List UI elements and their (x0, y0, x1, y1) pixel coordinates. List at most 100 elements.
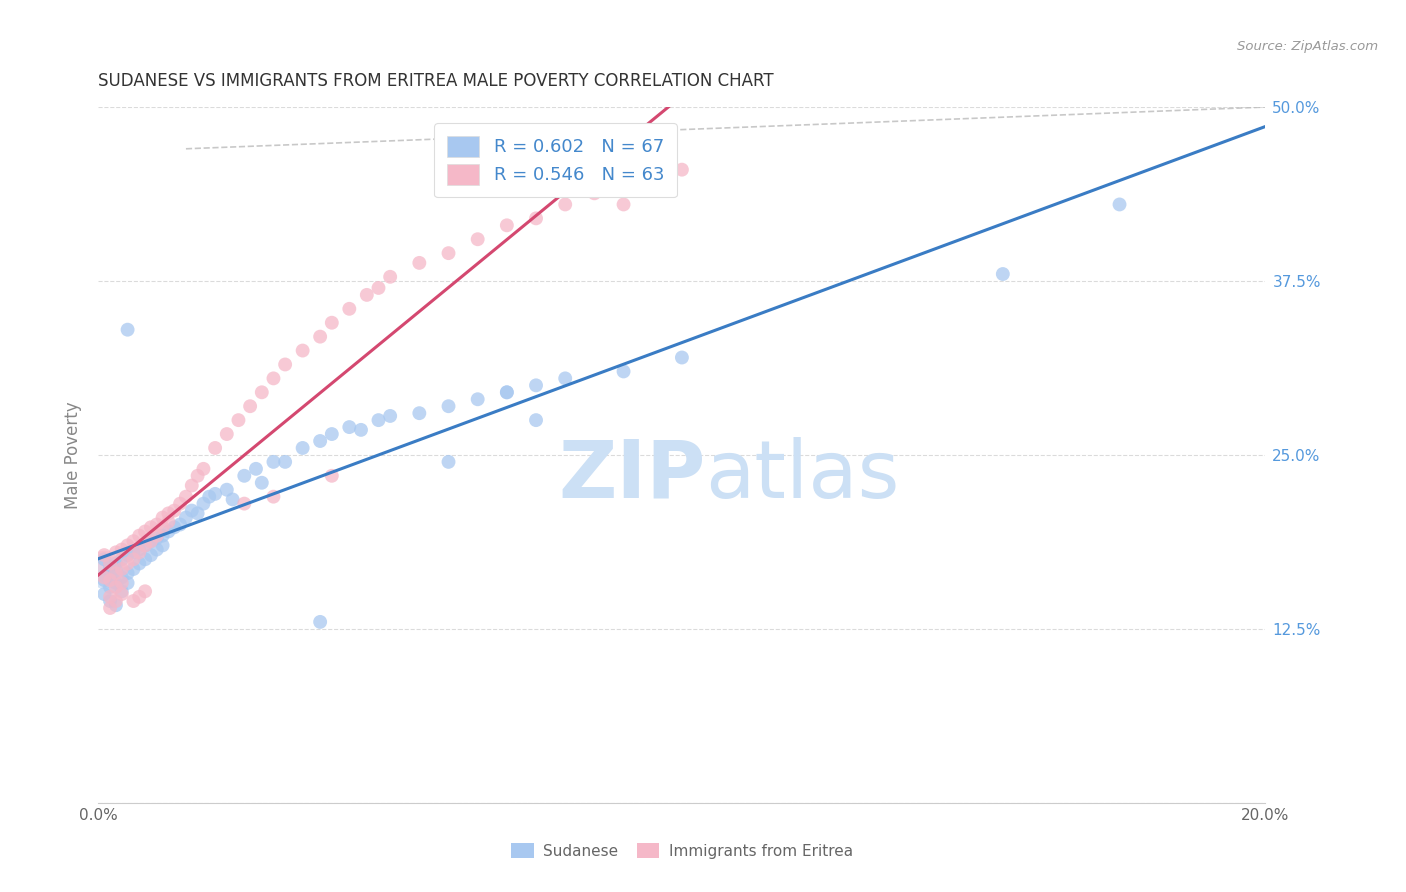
Point (215, 427, 238, 442)
Point (111, 576, 134, 591)
Point (117, 566, 139, 581)
Point (204, 441, 226, 455)
Point (1108, 197, 1130, 211)
Point (350, 423, 373, 437)
Point (239, 399, 262, 413)
Point (524, 378, 547, 392)
Point (128, 545, 150, 559)
Point (291, 441, 314, 455)
Point (437, 246, 460, 260)
Point (187, 468, 209, 483)
Point (204, 487, 226, 501)
Point (274, 358, 297, 372)
Point (174, 510, 197, 524)
Point (104, 576, 127, 591)
Point (262, 371, 284, 385)
Point (524, 211, 547, 226)
Point (122, 552, 145, 566)
Point (228, 413, 250, 427)
Point (146, 528, 169, 542)
Point (93, 559, 115, 574)
Point (98, 557, 121, 571)
Point (111, 542, 134, 557)
Point (139, 534, 162, 549)
Point (337, 301, 360, 316)
Point (98, 573, 121, 587)
Point (128, 557, 150, 571)
Point (174, 490, 197, 504)
Point (139, 548, 162, 562)
Point (111, 562, 134, 576)
Point (104, 557, 127, 571)
Point (496, 219, 519, 233)
Point (356, 288, 378, 302)
Point (152, 538, 174, 552)
Point (93, 552, 115, 566)
Point (612, 197, 634, 211)
Point (337, 420, 360, 434)
Point (134, 524, 156, 539)
Point (104, 566, 127, 581)
Point (612, 364, 634, 378)
Point (321, 316, 343, 330)
Point (104, 562, 127, 576)
Point (367, 281, 389, 295)
Point (134, 538, 156, 552)
Point (180, 503, 202, 517)
Point (122, 562, 145, 576)
Point (274, 455, 297, 469)
Point (152, 510, 174, 524)
Point (104, 580, 127, 594)
Point (134, 584, 156, 599)
Point (233, 468, 256, 483)
Point (157, 515, 180, 529)
Point (117, 557, 139, 571)
Point (134, 552, 156, 566)
Point (122, 534, 145, 549)
Point (437, 399, 460, 413)
Point (671, 351, 693, 365)
Point (641, 169, 664, 184)
Text: ZIP: ZIP (558, 437, 706, 515)
Point (111, 584, 134, 599)
Point (671, 162, 693, 177)
Point (122, 545, 145, 559)
Point (93, 548, 115, 562)
Point (139, 520, 162, 534)
Point (496, 385, 519, 400)
Point (93, 566, 115, 581)
Point (321, 468, 343, 483)
Point (233, 497, 256, 511)
Point (180, 478, 202, 492)
Point (117, 576, 139, 591)
Point (245, 462, 267, 476)
Point (146, 517, 169, 532)
Point (262, 455, 284, 469)
Point (367, 413, 389, 427)
Point (152, 520, 174, 534)
Point (221, 492, 243, 507)
Point (408, 256, 430, 270)
Point (98, 566, 121, 581)
Point (98, 580, 121, 594)
Point (117, 548, 139, 562)
Point (122, 594, 145, 608)
Point (408, 406, 430, 420)
Point (146, 542, 169, 557)
Point (524, 413, 547, 427)
Point (250, 475, 273, 490)
Point (117, 538, 139, 552)
Point (134, 538, 156, 552)
Point (380, 269, 402, 284)
Point (193, 462, 215, 476)
Point (98, 559, 121, 574)
Point (117, 323, 139, 337)
Point (111, 570, 134, 584)
Point (250, 385, 273, 400)
Point (163, 520, 186, 534)
Point (437, 455, 460, 469)
Point (128, 590, 150, 604)
Point (309, 434, 332, 448)
Point (152, 528, 174, 542)
Point (98, 601, 121, 615)
